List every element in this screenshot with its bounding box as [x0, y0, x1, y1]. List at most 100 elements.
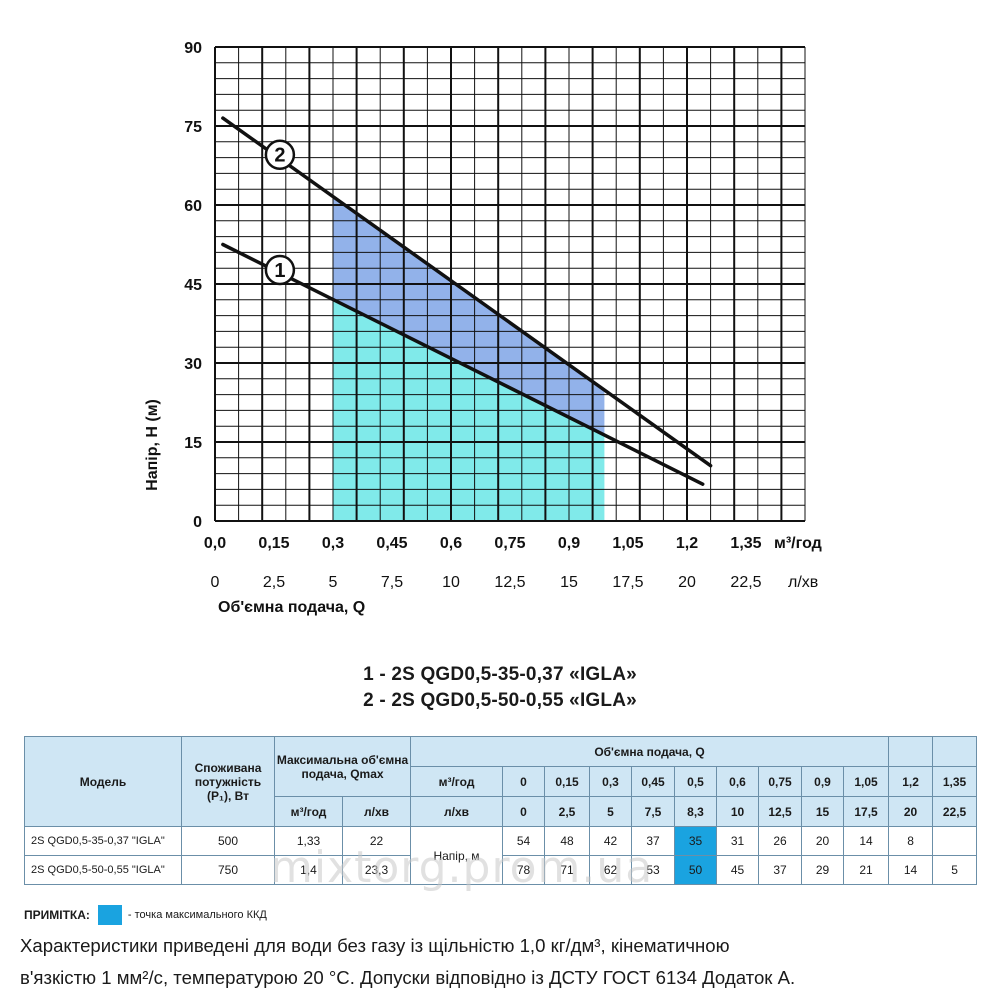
pump-curves: 12	[221, 116, 713, 486]
head-value: 50	[674, 855, 718, 885]
flow-value-lmin: 5	[589, 796, 633, 827]
flow-value-lmin: 17,5	[843, 796, 890, 827]
flow-value-m3h: 0,15	[544, 766, 591, 797]
flow-value-m3h: 1,35	[932, 766, 978, 797]
y-tick-label: 30	[184, 356, 202, 373]
model-legend-1: 1 - 2S QGD0,5-35-0,37 «IGLA»	[363, 664, 637, 685]
curve-1	[221, 242, 705, 486]
x-tick-label-lmin: 17,5	[612, 574, 643, 591]
qmax-lmin-value: 22	[341, 826, 412, 856]
x-tick-label-lmin: 12,5	[494, 574, 525, 591]
y-tick-label: 15	[184, 435, 202, 452]
head-value	[932, 826, 978, 856]
header-qmax: Максимальна об'ємна подача, Qmax	[273, 736, 412, 797]
head-value: 26	[758, 826, 803, 856]
flow-value-m3h: 0,9	[801, 766, 845, 797]
flow-value-lmin: 2,5	[544, 796, 591, 827]
curve-2	[221, 116, 713, 468]
note-label: ПРИМІТКА:	[24, 908, 90, 922]
curve-label-circle-1	[264, 254, 296, 286]
x-tick-label-lmin: 20	[678, 574, 696, 591]
x-tick-label-lmin: 0	[211, 574, 220, 591]
head-value: 62	[589, 855, 633, 885]
table-row: 2S QGD0,5-35-0,37 "IGLA" 500 1,33 22 Напір, …	[24, 826, 978, 885]
curve-label-1: 1	[274, 260, 285, 282]
qmax-lmin-value: 23,3	[341, 855, 412, 885]
footer-line-1: Характеристики приведені для води без га…	[20, 935, 730, 956]
x-tick-label-m3h: 0,6	[440, 535, 462, 552]
x-tick-label-m3h: 0,9	[558, 535, 580, 552]
flow-value-m3h: 1,05	[843, 766, 890, 797]
flow-value-m3h: 1,2	[888, 766, 934, 797]
x-tick-label-m3h: 0,15	[258, 535, 289, 552]
head-value: 42	[589, 826, 633, 856]
flow-value-m3h: 0,3	[589, 766, 633, 797]
model-legend: 1 - 2S QGD0,5-35-0,37 «IGLA» 2 - 2S QGD0…	[0, 662, 1000, 714]
y-tick-label: 75	[184, 119, 202, 136]
flow-value-lmin: 22,5	[932, 796, 978, 827]
x-tick-label-m3h: 0,75	[494, 535, 525, 552]
header-power: Споживана потужність (Р₁), Вт	[181, 736, 275, 827]
flow-value-lmin: 20	[888, 796, 934, 827]
x-axis-ticks-lmin: 0 2,5 5 7,5 10 12,5 15 17,5 20 22,5	[211, 574, 762, 591]
note-text: - точка максимального ККД	[127, 909, 267, 921]
shaded-operating-region	[333, 196, 605, 521]
spec-table: Модель Споживана потужність (Р₁), Вт Мак…	[24, 736, 978, 885]
y-tick-label: 0	[193, 514, 202, 531]
head-value: 29	[801, 855, 845, 885]
x-tick-label-m3h: 1,05	[612, 535, 643, 552]
x-tick-label-lmin: 5	[329, 574, 338, 591]
x-axis-unit-m3h: м³/год	[774, 535, 822, 552]
x-tick-label-lmin: 10	[442, 574, 460, 591]
flow-value-m3h: 0	[502, 766, 546, 797]
head-value: 5	[932, 855, 978, 885]
head-value: 78	[502, 855, 546, 885]
y-axis-ticks: 0 15 30 45 60 75 90	[184, 40, 202, 531]
y-tick-label: 45	[184, 277, 202, 294]
footer-text: Характеристики приведені для води без га…	[20, 930, 980, 994]
head-value: 20	[801, 826, 845, 856]
flow-value-lmin: 15	[801, 796, 845, 827]
head-value: 14	[843, 826, 890, 856]
flow-value-m3h: 0,45	[631, 766, 676, 797]
y-axis-label: Напір, Н (м)	[144, 399, 161, 491]
flow-unit-lmin: л/хв	[410, 796, 504, 827]
x-axis-label: Об'ємна подача, Q	[218, 599, 365, 616]
x-tick-label-m3h: 0,0	[204, 535, 226, 552]
table-row: 2S QGD0,5-50-0,55 "IGLA" 750 1,4 23,3 78 71 62…	[24, 855, 978, 885]
flow-value-lmin: 12,5	[758, 796, 803, 827]
x-axis-ticks-m3h: 0,0 0,15 0,3 0,45 0,6 0,75 0,9 1,05 1,2 1,35	[204, 535, 762, 552]
flow-value-lmin: 8,3	[674, 796, 718, 827]
head-value: 45	[716, 855, 760, 885]
head-value: 54	[502, 826, 546, 856]
head-value: 8	[888, 826, 934, 856]
header-blank	[888, 736, 934, 767]
chart-grid	[214, 46, 806, 522]
header-flow: Об'ємна подача, Q	[410, 736, 890, 767]
qmax-m3h-value: 1,33	[274, 826, 343, 856]
qmax-unit-m3h: м³/год	[274, 796, 343, 827]
header-model: Модель	[24, 736, 182, 827]
flow-value-m3h: 0,75	[758, 766, 803, 797]
flow-value-m3h: 0,5	[674, 766, 718, 797]
head-label: Напір, м	[410, 826, 504, 885]
flow-value-lmin: 0	[502, 796, 546, 827]
x-tick-label-lmin: 2,5	[263, 574, 285, 591]
head-value: 31	[716, 826, 760, 856]
y-tick-label: 90	[184, 40, 202, 57]
head-value: 14	[888, 855, 934, 885]
curve-label-2: 2	[274, 145, 285, 167]
qmax-unit-lmin: л/хв	[341, 796, 412, 827]
model-name: 2S QGD0,5-35-0,37 "IGLA"	[24, 826, 182, 856]
x-tick-label-lmin: 7,5	[381, 574, 403, 591]
footer-line-2: в'язкістю 1 мм²/с, температурою 20 °С. Д…	[20, 967, 796, 988]
head-value: 48	[544, 826, 591, 856]
max-efficiency-swatch	[97, 905, 122, 925]
flow-value-m3h: 0,6	[716, 766, 760, 797]
head-value: 37	[631, 826, 676, 856]
model-legend-2: 2 - 2S QGD0,5-50-0,55 «IGLA»	[363, 690, 637, 711]
flow-unit-m3h: м³/год	[410, 766, 504, 797]
head-value: 35	[674, 826, 718, 856]
head-value: 21	[843, 855, 890, 885]
